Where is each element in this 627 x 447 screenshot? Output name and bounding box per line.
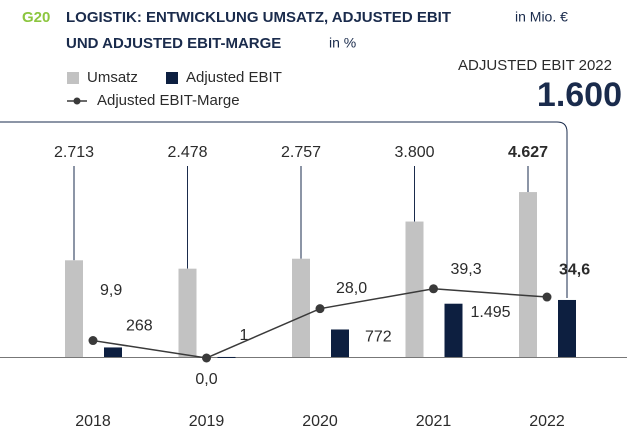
legend-label: Umsatz: [87, 69, 138, 86]
legend-swatch: [67, 72, 79, 84]
data-label: 1.600: [537, 76, 622, 114]
data-label: 0,0: [195, 371, 217, 388]
bar: [104, 347, 122, 357]
data-label: 3.800: [394, 144, 434, 161]
x-tick-label: 2022: [529, 413, 565, 430]
bar: [558, 299, 576, 357]
data-label: 34,6: [559, 261, 590, 278]
data-label: 2.757: [281, 144, 321, 161]
data-label: 9,9: [100, 282, 122, 299]
legend-swatch: [166, 72, 178, 84]
data-label: 2.478: [167, 144, 207, 161]
line-marker: [202, 353, 211, 363]
x-tick-label: 2019: [189, 413, 225, 430]
bar: [444, 303, 463, 357]
chart-title: UND ADJUSTED EBIT-MARGE: [66, 35, 281, 52]
callout-line: [0, 121, 568, 298]
x-tick-label: 2018: [75, 413, 111, 430]
bar: [65, 260, 83, 357]
bar: [405, 221, 424, 357]
data-label: 2.713: [54, 144, 94, 161]
line-marker: [315, 304, 325, 314]
line-marker: [429, 284, 438, 294]
data-label: 1: [240, 327, 249, 344]
title-unit: in Mio. €: [515, 9, 568, 25]
data-label: 4.627: [508, 144, 548, 161]
bar: [292, 258, 310, 357]
bar: [331, 329, 349, 357]
line-marker: [542, 292, 552, 302]
line-marker: [88, 336, 98, 346]
data-label: 772: [365, 329, 392, 346]
bar: [178, 268, 197, 357]
legend-label: Adjusted EBIT-Marge: [97, 92, 240, 109]
data-label: 28,0: [336, 280, 367, 297]
bar: [217, 356, 236, 358]
legend-marker: [73, 97, 81, 105]
figure-label: G20: [22, 9, 50, 26]
line: [92, 288, 548, 359]
annotation: ADJUSTED EBIT 2022: [458, 57, 612, 74]
chart-title: LOGISTIK: ENTWICKLUNG UMSATZ, ADJUSTED E…: [66, 9, 451, 26]
x-tick-label: 2020: [302, 413, 338, 430]
bar: [519, 192, 537, 357]
data-label: 39,3: [451, 261, 482, 278]
x-tick-label: 2021: [416, 413, 452, 430]
data-label: 1.495: [471, 304, 511, 321]
legend-label: Adjusted EBIT: [186, 69, 282, 86]
data-label: 268: [126, 318, 153, 335]
title-unit: in %: [329, 35, 356, 51]
